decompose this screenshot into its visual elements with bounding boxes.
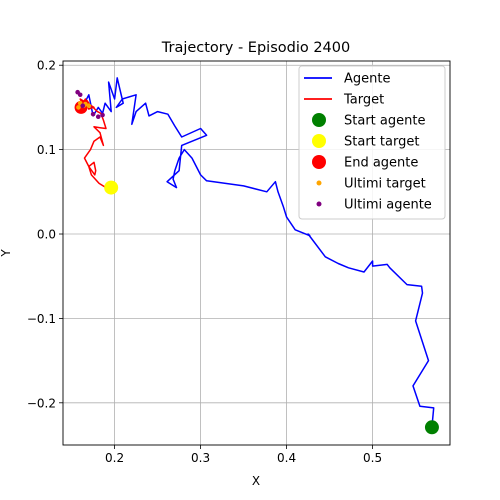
y-tick-label: 0.2 [37,59,56,73]
series-line-agente [80,77,435,428]
legend-swatch-ultimi-target [316,180,322,186]
y-tick-label: 0.0 [37,228,56,242]
x-tick-label: 0.2 [105,451,124,465]
legend: Agente Target Start agente Start target End … [298,65,446,220]
legend-label-ultimi-target: Ultimi target [344,177,426,192]
ultimi-agente-point [80,103,86,109]
legend-label-agente: Agente [344,72,390,87]
ultimi-agente-point [77,92,83,98]
y-tick-label: 0.1 [37,143,56,157]
axes: 0.2 0.3 0.4 0.5 −0.2 −0.1 0.0 0.1 0.2 [27,59,451,465]
x-tick-label: 0.5 [363,451,382,465]
legend-label-start-agente: Start agente [344,114,425,129]
legend-swatch-end-agente [312,155,326,169]
legend-label-target: Target [343,93,384,108]
y-axis-label: Y [0,249,13,258]
legend-swatch-start-target [312,134,326,148]
legend-label-start-target: Start target [344,135,419,150]
y-tick-label: −0.1 [27,312,56,326]
chart-title: Trajectory - Episodio 2400 [161,40,350,56]
legend-swatch-ultimi-agente [316,201,322,207]
legend-swatch-start-agente [312,113,326,127]
ultimi-agente-point [90,111,96,117]
legend-label-ultimi-agente: Ultimi agente [344,198,432,213]
start-agente-point [424,420,439,435]
legend-label-end-agente: End agente [344,156,418,171]
data-layer [74,77,439,435]
legend-box [298,65,446,220]
ultimi-agente-point [95,114,101,120]
ultimi-target-point [86,103,92,109]
start-target-point [104,180,119,195]
x-tick-label: 0.4 [277,451,296,465]
ultimi-target-point [76,105,81,110]
plot-frame [62,60,451,446]
y-tick-label: −0.2 [27,396,56,410]
ultimi-agente-point [100,112,105,118]
x-axis-label: X [252,474,260,488]
x-tick-label: 0.3 [191,451,210,465]
